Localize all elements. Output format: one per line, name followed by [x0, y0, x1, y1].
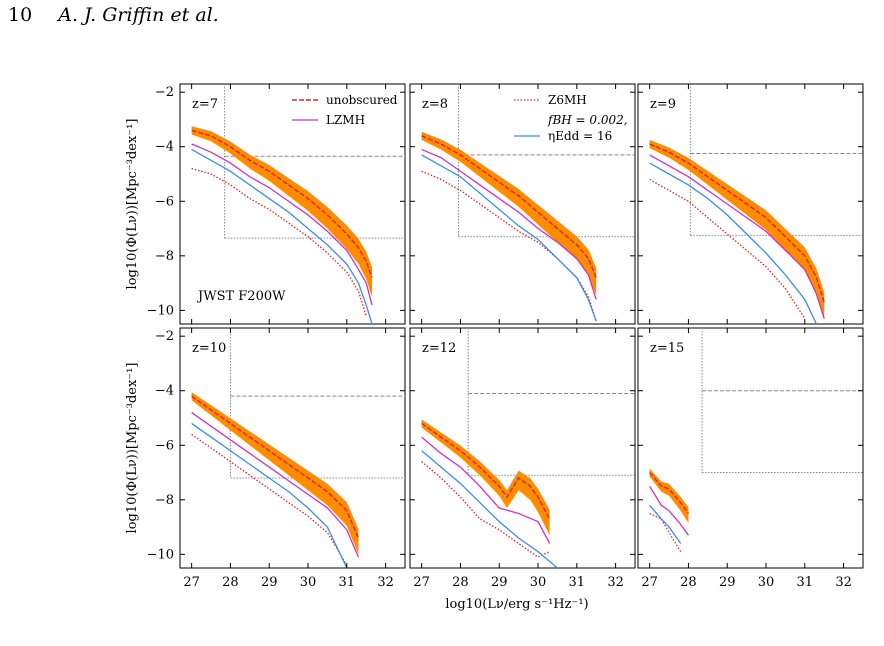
axes-frame [637, 327, 864, 569]
page-header: 10 A. J. Griffin et al. [8, 4, 219, 26]
filter-label: JWST F200W [196, 289, 286, 304]
unobscured-uncertainty-band [191, 126, 373, 297]
axes-frame [179, 83, 406, 325]
x-tick-label: 29 [719, 575, 736, 590]
legend-fbh-label-1: fBH = 0.002, [547, 113, 628, 127]
y-tick-label: −10 [147, 303, 174, 318]
unobscured-uncertainty-band [191, 392, 359, 555]
x-tick-label: 30 [758, 575, 775, 590]
panel-redshift-label: z=7 [192, 97, 218, 112]
unobscured-uncertainty-band [421, 419, 550, 536]
axes-frame [637, 83, 864, 325]
x-tick-label: 27 [183, 575, 200, 590]
panel-redshift-label: z=10 [192, 341, 226, 356]
y-tick-label: −8 [155, 249, 174, 264]
panel-z15: 27 28 29 30 31 32 z=15 [637, 327, 864, 590]
unobscured-uncertainty-band [421, 131, 597, 296]
series-line-1 [421, 436, 551, 544]
axes-frame [409, 83, 636, 325]
panel-z7: −2 −4 −6 −8 −10 z=7 [147, 83, 406, 325]
series-line-3 [649, 504, 682, 544]
axes-frame [179, 327, 406, 569]
panel-z12: 27 28 29 30 31 32 z=12 [409, 327, 636, 590]
x-tick-label: 30 [300, 575, 317, 590]
x-tick-label: 27 [413, 575, 430, 590]
y-tick-label: −10 [147, 547, 174, 562]
x-tick-label: 27 [641, 575, 658, 590]
series-line-0 [649, 472, 690, 514]
x-tick-label: 31 [339, 575, 356, 590]
series-line-3 [421, 450, 558, 569]
panel-redshift-label: z=15 [650, 341, 684, 356]
x-tick-label: 32 [835, 575, 852, 590]
series-line-1 [649, 154, 825, 319]
series-line-3 [191, 148, 373, 325]
y-tick-label: −4 [155, 140, 174, 155]
series-line-1 [649, 485, 689, 536]
x-tick-label: 28 [452, 575, 469, 590]
panel-z10: 27 28 29 30 31 32 −2 −4 −6 −8 −10 z=10 [147, 327, 406, 590]
y-tick-label: −2 [155, 85, 174, 100]
x-tick-label: 29 [261, 575, 278, 590]
panel-redshift-label: z=8 [422, 97, 448, 112]
x-tick-label: 28 [680, 575, 697, 590]
y-axis-label-1: log10(Φ(Lν))[Mpc⁻³dex⁻¹] [125, 363, 140, 534]
series-line-1 [191, 412, 360, 558]
panel-z8: z=8 [409, 83, 636, 325]
series-line-2 [649, 512, 682, 552]
series-line-1 [191, 143, 373, 306]
series-line-1 [421, 148, 597, 300]
x-tick-label: 28 [222, 575, 239, 590]
series-line-3 [421, 154, 597, 322]
series-line-2 [421, 461, 550, 558]
unobscured-uncertainty-band [649, 139, 825, 320]
series-line-0 [421, 422, 551, 520]
y-tick-label: −6 [155, 194, 174, 209]
series-line-0 [191, 129, 373, 278]
panel-redshift-label: z=12 [422, 341, 456, 356]
x-tick-label: 31 [797, 575, 814, 590]
y-tick-label: −6 [155, 438, 174, 453]
legend-z6mh-label: Z6MH [548, 93, 587, 107]
x-tick-label: 30 [530, 575, 547, 590]
series-line-0 [649, 143, 825, 303]
panel-redshift-label: z=9 [650, 97, 676, 112]
x-tick-label: 32 [377, 575, 394, 590]
series-line-0 [191, 395, 360, 539]
y-tick-label: −2 [155, 329, 174, 344]
series-line-2 [191, 433, 348, 566]
series-line-2 [191, 167, 367, 317]
series-line-3 [191, 422, 348, 569]
x-tick-label: 32 [607, 575, 624, 590]
series-line-2 [649, 178, 806, 319]
y-axis-label-0: log10(Φ(Lν))[Mpc⁻³dex⁻¹] [125, 119, 140, 290]
unobscured-uncertainty-band [649, 468, 689, 523]
legend-lzmh-label: LZMH [326, 113, 365, 127]
axes-frame [409, 327, 636, 569]
page-number: 10 [8, 4, 33, 26]
x-axis-label: log10(Lν/erg s⁻¹Hz⁻¹) [445, 597, 588, 612]
series-line-3 [649, 162, 818, 325]
legend-fbh-label: ηEdd = 16 [548, 129, 612, 143]
running-authors: A. J. Griffin et al. [58, 4, 219, 26]
y-tick-label: −4 [155, 384, 174, 399]
legend-unobscured-label: unobscured [326, 93, 398, 107]
x-tick-label: 29 [491, 575, 508, 590]
y-tick-label: −8 [155, 493, 174, 508]
panel-z9: z=9 [637, 83, 864, 325]
x-tick-label: 31 [569, 575, 586, 590]
series-line-0 [421, 135, 597, 278]
